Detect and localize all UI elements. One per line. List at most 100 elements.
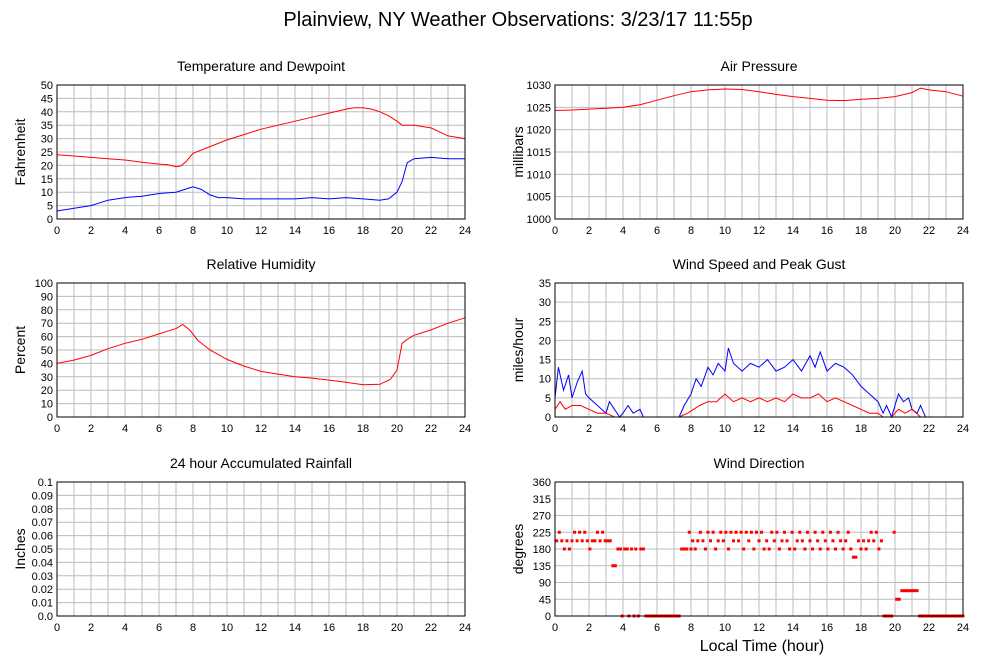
x-tick-label: 16 bbox=[323, 423, 335, 435]
x-tick-label: 24 bbox=[459, 225, 471, 237]
data-point bbox=[849, 547, 853, 551]
data-point bbox=[687, 530, 691, 534]
chart-title: Wind Speed and Peak Gust bbox=[673, 256, 846, 272]
x-tick-label: 6 bbox=[156, 423, 162, 435]
data-point bbox=[854, 555, 858, 559]
x-tick-label: 24 bbox=[459, 423, 471, 435]
data-point bbox=[570, 539, 574, 543]
x-axis-label: Local Time (hour) bbox=[700, 638, 825, 655]
x-tick-label: 10 bbox=[719, 622, 731, 634]
data-point bbox=[573, 530, 577, 534]
x-tick-label: 10 bbox=[719, 423, 731, 435]
data-point bbox=[706, 530, 710, 534]
x-tick-label: 18 bbox=[357, 423, 369, 435]
y-tick-label: 60 bbox=[41, 332, 53, 344]
data-point bbox=[634, 547, 638, 551]
data-point bbox=[703, 547, 707, 551]
data-point bbox=[788, 547, 792, 551]
y-axis-label: degrees bbox=[510, 524, 526, 575]
y-axis-label: Fahrenheit bbox=[12, 118, 28, 185]
data-point bbox=[839, 539, 843, 543]
x-tick-label: 4 bbox=[620, 622, 626, 634]
y-tick-label: 100 bbox=[35, 278, 53, 290]
x-tick-label: 4 bbox=[122, 225, 128, 237]
data-point bbox=[721, 539, 725, 543]
y-tick-label: 35 bbox=[539, 278, 551, 290]
y-tick-label: 270 bbox=[533, 511, 551, 523]
data-point bbox=[734, 530, 738, 534]
data-point bbox=[765, 539, 769, 543]
y-tick-label: 1025 bbox=[527, 102, 551, 114]
x-tick-label: 8 bbox=[688, 622, 694, 634]
chart-wind: Wind Speed and Peak Gust 0 5 10 15 20 25 30 35 0 2… bbox=[510, 256, 969, 435]
data-point bbox=[747, 539, 751, 543]
data-point bbox=[585, 539, 589, 543]
data-point bbox=[583, 530, 587, 534]
data-point bbox=[580, 539, 584, 543]
data-point bbox=[826, 547, 830, 551]
data-point bbox=[775, 530, 779, 534]
data-point bbox=[714, 547, 718, 551]
data-point bbox=[836, 530, 840, 534]
y-tick-label: 15 bbox=[539, 355, 551, 367]
y-tick-label: 0.0 bbox=[38, 611, 53, 623]
data-point bbox=[613, 564, 617, 568]
y-axis-label: Inches bbox=[12, 528, 28, 569]
plot-frame bbox=[56, 84, 466, 220]
x-tick-label: 4 bbox=[620, 423, 626, 435]
data-point bbox=[618, 547, 622, 551]
data-point bbox=[742, 547, 746, 551]
y-tick-label: 180 bbox=[533, 544, 551, 556]
data-point bbox=[724, 530, 728, 534]
plot-frame bbox=[554, 481, 964, 617]
series-line-0 bbox=[554, 347, 963, 419]
y-tick-label: 0 bbox=[47, 214, 53, 226]
x-tick-label: 2 bbox=[88, 423, 94, 435]
y-tick-label: 45 bbox=[539, 594, 551, 606]
data-point bbox=[578, 530, 582, 534]
data-point bbox=[711, 530, 715, 534]
data-point bbox=[897, 597, 901, 601]
data-point bbox=[689, 547, 693, 551]
data-point bbox=[611, 564, 615, 568]
data-point bbox=[557, 530, 561, 534]
x-tick-label: 2 bbox=[586, 225, 592, 237]
x-tick-label: 8 bbox=[190, 423, 196, 435]
data-point bbox=[846, 530, 850, 534]
x-tick-label: 18 bbox=[855, 622, 867, 634]
x-tick-label: 14 bbox=[289, 622, 301, 634]
data-point bbox=[606, 539, 610, 543]
y-tick-label: 90 bbox=[41, 291, 53, 303]
x-tick-label: 24 bbox=[957, 622, 969, 634]
chart-pressure: Air Pressure1000100510101015102010251030… bbox=[510, 58, 969, 237]
y-tick-label: 50 bbox=[41, 345, 53, 357]
data-point bbox=[803, 547, 807, 551]
chart-humidity: Relative Humidity01020304050607080901000… bbox=[12, 256, 471, 435]
y-tick-label: 0.07 bbox=[32, 517, 53, 529]
data-point bbox=[869, 530, 873, 534]
x-tick-label: 10 bbox=[221, 622, 233, 634]
x-tick-label: 22 bbox=[425, 423, 437, 435]
data-point bbox=[785, 539, 789, 543]
y-tick-label: 90 bbox=[539, 578, 551, 590]
y-tick-label: 10 bbox=[41, 187, 53, 199]
series-line-0 bbox=[554, 87, 964, 111]
x-tick-label: 22 bbox=[425, 225, 437, 237]
data-point bbox=[567, 547, 571, 551]
data-point bbox=[780, 539, 784, 543]
data-point bbox=[821, 530, 825, 534]
y-tick-label: 15 bbox=[41, 174, 53, 186]
x-tick-label: 20 bbox=[391, 423, 403, 435]
y-tick-label: 0.08 bbox=[32, 504, 53, 516]
data-point bbox=[685, 547, 689, 551]
x-tick-label: 18 bbox=[855, 423, 867, 435]
data-point bbox=[719, 530, 723, 534]
y-tick-label: 0.06 bbox=[32, 531, 53, 543]
chart-panels: Temperature and Dewpoint0510152025303540… bbox=[12, 58, 969, 634]
y-tick-label: 20 bbox=[539, 335, 551, 347]
x-tick-label: 18 bbox=[855, 225, 867, 237]
x-tick-label: 8 bbox=[190, 225, 196, 237]
data-point bbox=[757, 539, 761, 543]
